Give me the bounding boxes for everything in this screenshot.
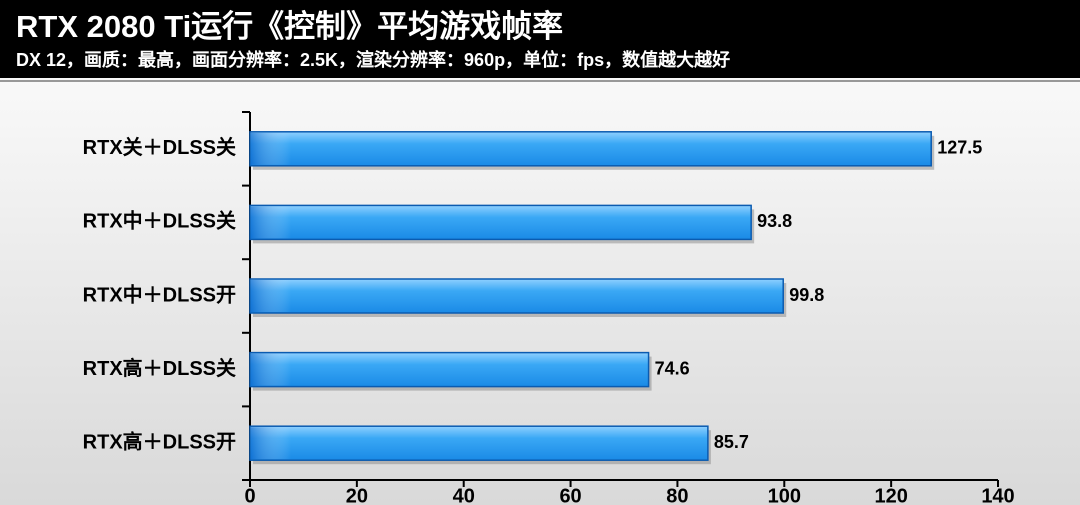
bar <box>249 204 752 241</box>
value-label: 74.6 <box>655 358 690 378</box>
y-tick-label: RTX关＋DLSS关 <box>83 135 236 159</box>
x-tick-label: 20 <box>346 485 368 505</box>
header <box>0 0 1080 78</box>
bar <box>249 278 784 314</box>
bar-highlight <box>251 427 291 460</box>
bar-highlight <box>251 206 291 239</box>
value-label: 93.8 <box>757 211 792 231</box>
bar <box>249 131 932 167</box>
x-tick-label: 120 <box>874 485 907 505</box>
y-tick-label: RTX高＋DLSS开 <box>83 429 236 453</box>
bar <box>249 351 650 388</box>
x-tick-label: 40 <box>453 485 475 505</box>
x-tick-label: 0 <box>244 485 255 505</box>
bar-highlight <box>251 132 291 165</box>
x-tick-label: 140 <box>981 485 1014 505</box>
bar-highlight <box>251 353 291 386</box>
value-label: 85.7 <box>714 432 749 452</box>
y-tick-label: RTX高＋DLSS关 <box>83 356 236 380</box>
bar-highlight <box>251 280 291 312</box>
y-tick-label: RTX中＋DLSS开 <box>83 282 236 306</box>
y-tick-label: RTX中＋DLSS关 <box>83 209 236 233</box>
value-label: 127.5 <box>937 138 982 158</box>
x-tick-label: 60 <box>559 485 581 505</box>
x-tick-label: 80 <box>666 485 688 505</box>
bar <box>249 425 709 461</box>
chart-subtitle: DX 12，画质：最高，画面分辨率：2.5K，渲染分辨率：960p，单位：fps… <box>16 49 730 70</box>
value-label: 99.8 <box>789 285 824 305</box>
header-border <box>0 80 1080 82</box>
chart-title: RTX 2080 Ti运行《控制》平均游戏帧率 <box>16 9 563 44</box>
x-tick-label: 100 <box>768 485 801 505</box>
